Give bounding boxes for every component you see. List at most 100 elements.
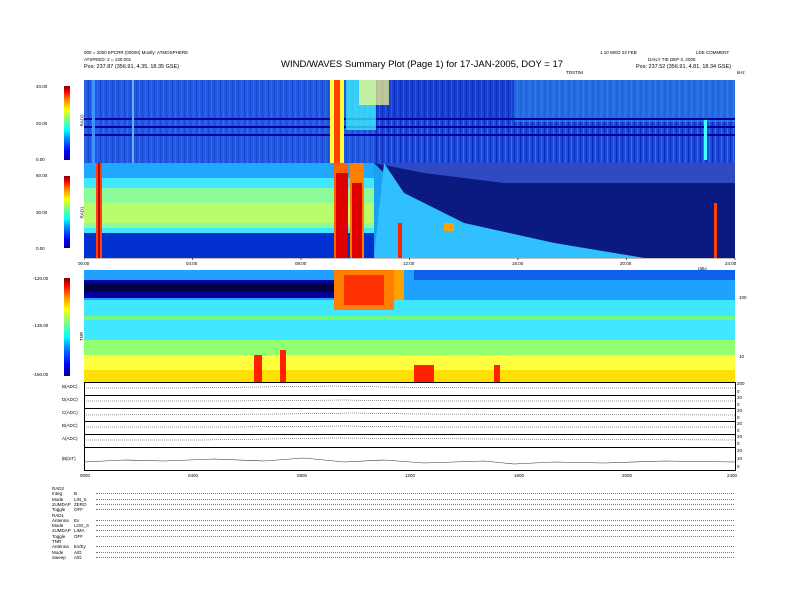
parameter-row: Antenna Ex xyxy=(52,518,734,523)
lineplot-2-label: D(ADC) xyxy=(62,397,78,402)
tnr-colorbar xyxy=(64,278,70,376)
lineplot-6-tick-mid: 10 xyxy=(737,456,743,461)
tds-label: TDSTIM xyxy=(566,70,583,75)
parameter-label: Toggle xyxy=(52,533,66,539)
lineplot-6-label: |B|(nT) xyxy=(62,456,76,461)
tnr-cbar-tick-bottom: -150.00 xyxy=(33,372,49,377)
tnr-cbar-tick-top: -120.00 xyxy=(33,276,49,281)
parameter-dotted-line xyxy=(96,551,734,553)
time-axis-top xyxy=(84,258,736,260)
parameter-row: Toggle OFF xyxy=(52,534,734,539)
khz-label: kHz xyxy=(737,70,745,75)
parameter-label: 2UMDAP xyxy=(52,528,71,534)
time-tick-bottom-6: 2400 xyxy=(727,473,738,478)
parameter-row: Mode A/D xyxy=(52,550,734,555)
lineplot-3-label: C(ADC) xyxy=(62,410,78,415)
lineplot-3-tick-bottom: 0 xyxy=(737,415,740,420)
lineplot-2-tick-top: 20 xyxy=(737,395,743,400)
time-tick-bottom-0: 0000 xyxy=(80,473,91,478)
header-left-line2: ATSPEED: 2 = 130.001 xyxy=(84,57,132,62)
lineplot-5-label: A(ADC) xyxy=(62,436,78,441)
time-tick-top-6: 24:00 xyxy=(725,261,737,266)
tnr-ratio-label: ratio xyxy=(698,266,707,271)
time-tick-bottom-2: 0800 xyxy=(297,473,308,478)
parameter-row: RAD1 xyxy=(52,513,734,518)
time-tick-bottom-1: 0400 xyxy=(188,473,199,478)
parameter-dotted-line xyxy=(96,498,734,500)
parameter-value: OFF xyxy=(74,507,83,513)
time-tick-top-3: 12:00 xyxy=(403,261,415,266)
lineplot-6 xyxy=(84,447,736,471)
time-tick-top-2: 08:00 xyxy=(295,261,307,266)
rad2-cbar-tick-mid: 20.00 xyxy=(36,121,48,126)
lineplot-4-label: B(ADC) xyxy=(62,423,78,428)
parameter-row: Mode LIN_S xyxy=(52,497,734,502)
header-left-line1: 000 = 2000 EPCRR (00000) Mostly: ATMOSPH… xyxy=(84,50,189,55)
parameter-label: RAD2 xyxy=(52,486,65,491)
time-tick-top-0: 00:00 xyxy=(78,261,90,266)
parameter-row: Mode LOG_S xyxy=(52,523,734,528)
parameter-label: RAD1 xyxy=(52,512,65,518)
rad2-colorbar xyxy=(64,86,70,160)
plot-title: WIND/WAVES Summary Plot (Page 1) for 17-… xyxy=(281,59,564,70)
parameter-dotted-line xyxy=(96,530,734,532)
parameter-value: A/D xyxy=(74,549,82,555)
header-left-position: Pos: 237.87 (356.91, 4.35, 18.35 GSE) xyxy=(84,64,180,70)
lineplot-6-tick-bottom: 0 xyxy=(737,464,740,469)
parameter-label: TNR xyxy=(52,539,62,544)
parameter-dotted-line xyxy=(96,519,734,521)
parameter-row: Antenna Ex/Ey xyxy=(52,544,734,549)
rad1-cbar-tick-top: 60.00 xyxy=(36,173,48,178)
header-right-line2: LDE COMMENT xyxy=(696,50,730,55)
time-tick-bottom-3: 1200 xyxy=(405,473,416,478)
parameter-row: TNR xyxy=(52,539,734,544)
header-right-position: Pos: 237.52 (356.91, 4.81, 18.34 GSE) xyxy=(636,64,732,70)
lineplot-1-tick-top: 200 xyxy=(737,381,745,386)
parameter-value: Ex xyxy=(74,517,80,523)
parameter-value: OFF xyxy=(74,533,83,539)
parameter-row: Sweep A/D xyxy=(52,555,734,560)
header-right-line3: DAILY TIE DEP 3, 2005 xyxy=(648,57,696,62)
parameter-dotted-line xyxy=(96,546,734,548)
lineplot-5-tick-bottom: 0 xyxy=(737,441,740,446)
lineplot-5-tick-top: 20 xyxy=(737,434,743,439)
parameter-label: Antenna xyxy=(52,544,69,550)
parameter-label: Antenna xyxy=(52,517,69,523)
parameter-dotted-line xyxy=(96,503,734,505)
parameter-row: Toggle OFF xyxy=(52,507,734,512)
tnr-cbar-tick-mid: -135.00 xyxy=(33,323,49,328)
parameter-value: LIN_S xyxy=(74,496,87,502)
rad2-spectrogram xyxy=(84,80,735,163)
time-tick-top-4: 16:00 xyxy=(512,261,524,266)
time-tick-top-5: 20:00 xyxy=(620,261,632,266)
parameter-value: LIMA xyxy=(74,528,85,534)
parameter-label: Mode xyxy=(52,496,64,502)
parameter-value: ZERO xyxy=(74,501,87,507)
rad1-colorbar xyxy=(64,176,70,248)
parameter-dotted-line xyxy=(96,556,734,558)
rad2-cbar-tick-top: 40.00 xyxy=(36,84,48,89)
lineplot-4-tick-bottom: 0 xyxy=(737,428,740,433)
parameter-dotted-line xyxy=(96,509,734,511)
rad1-cbar-tick-mid: 30.00 xyxy=(36,210,48,215)
rad1-cbar-tick-bottom: 0.00 xyxy=(36,246,45,251)
time-tick-bottom-4: 1600 xyxy=(514,473,525,478)
parameter-label: Mode xyxy=(52,549,64,555)
parameter-dotted-line xyxy=(96,535,734,537)
lineplot-6-tick-top: 20 xyxy=(737,448,743,453)
parameter-row: 2UMDAP LIMA xyxy=(52,528,734,533)
parameter-value: A/D xyxy=(74,554,82,560)
header-right-line1: 1.10 WED 23 FEB xyxy=(600,50,637,55)
rad1-spectrogram xyxy=(84,163,735,258)
lineplot-1-tick-bottom: 0 xyxy=(737,389,740,394)
lineplot-2-tick-bottom: 0 xyxy=(737,402,740,407)
parameter-row: RAD2 xyxy=(52,486,734,491)
parameter-label: 2UMDAP xyxy=(52,501,71,507)
parameter-label: Toggle xyxy=(52,507,66,513)
parameter-dotted-line xyxy=(96,493,734,495)
tnr-freq-tick-10: 10 xyxy=(739,354,745,359)
parameter-label: Mode xyxy=(52,523,64,529)
parameter-dotted-line xyxy=(96,525,734,527)
time-tick-top-1: 04:00 xyxy=(186,261,198,266)
parameter-value: B xyxy=(74,491,78,497)
